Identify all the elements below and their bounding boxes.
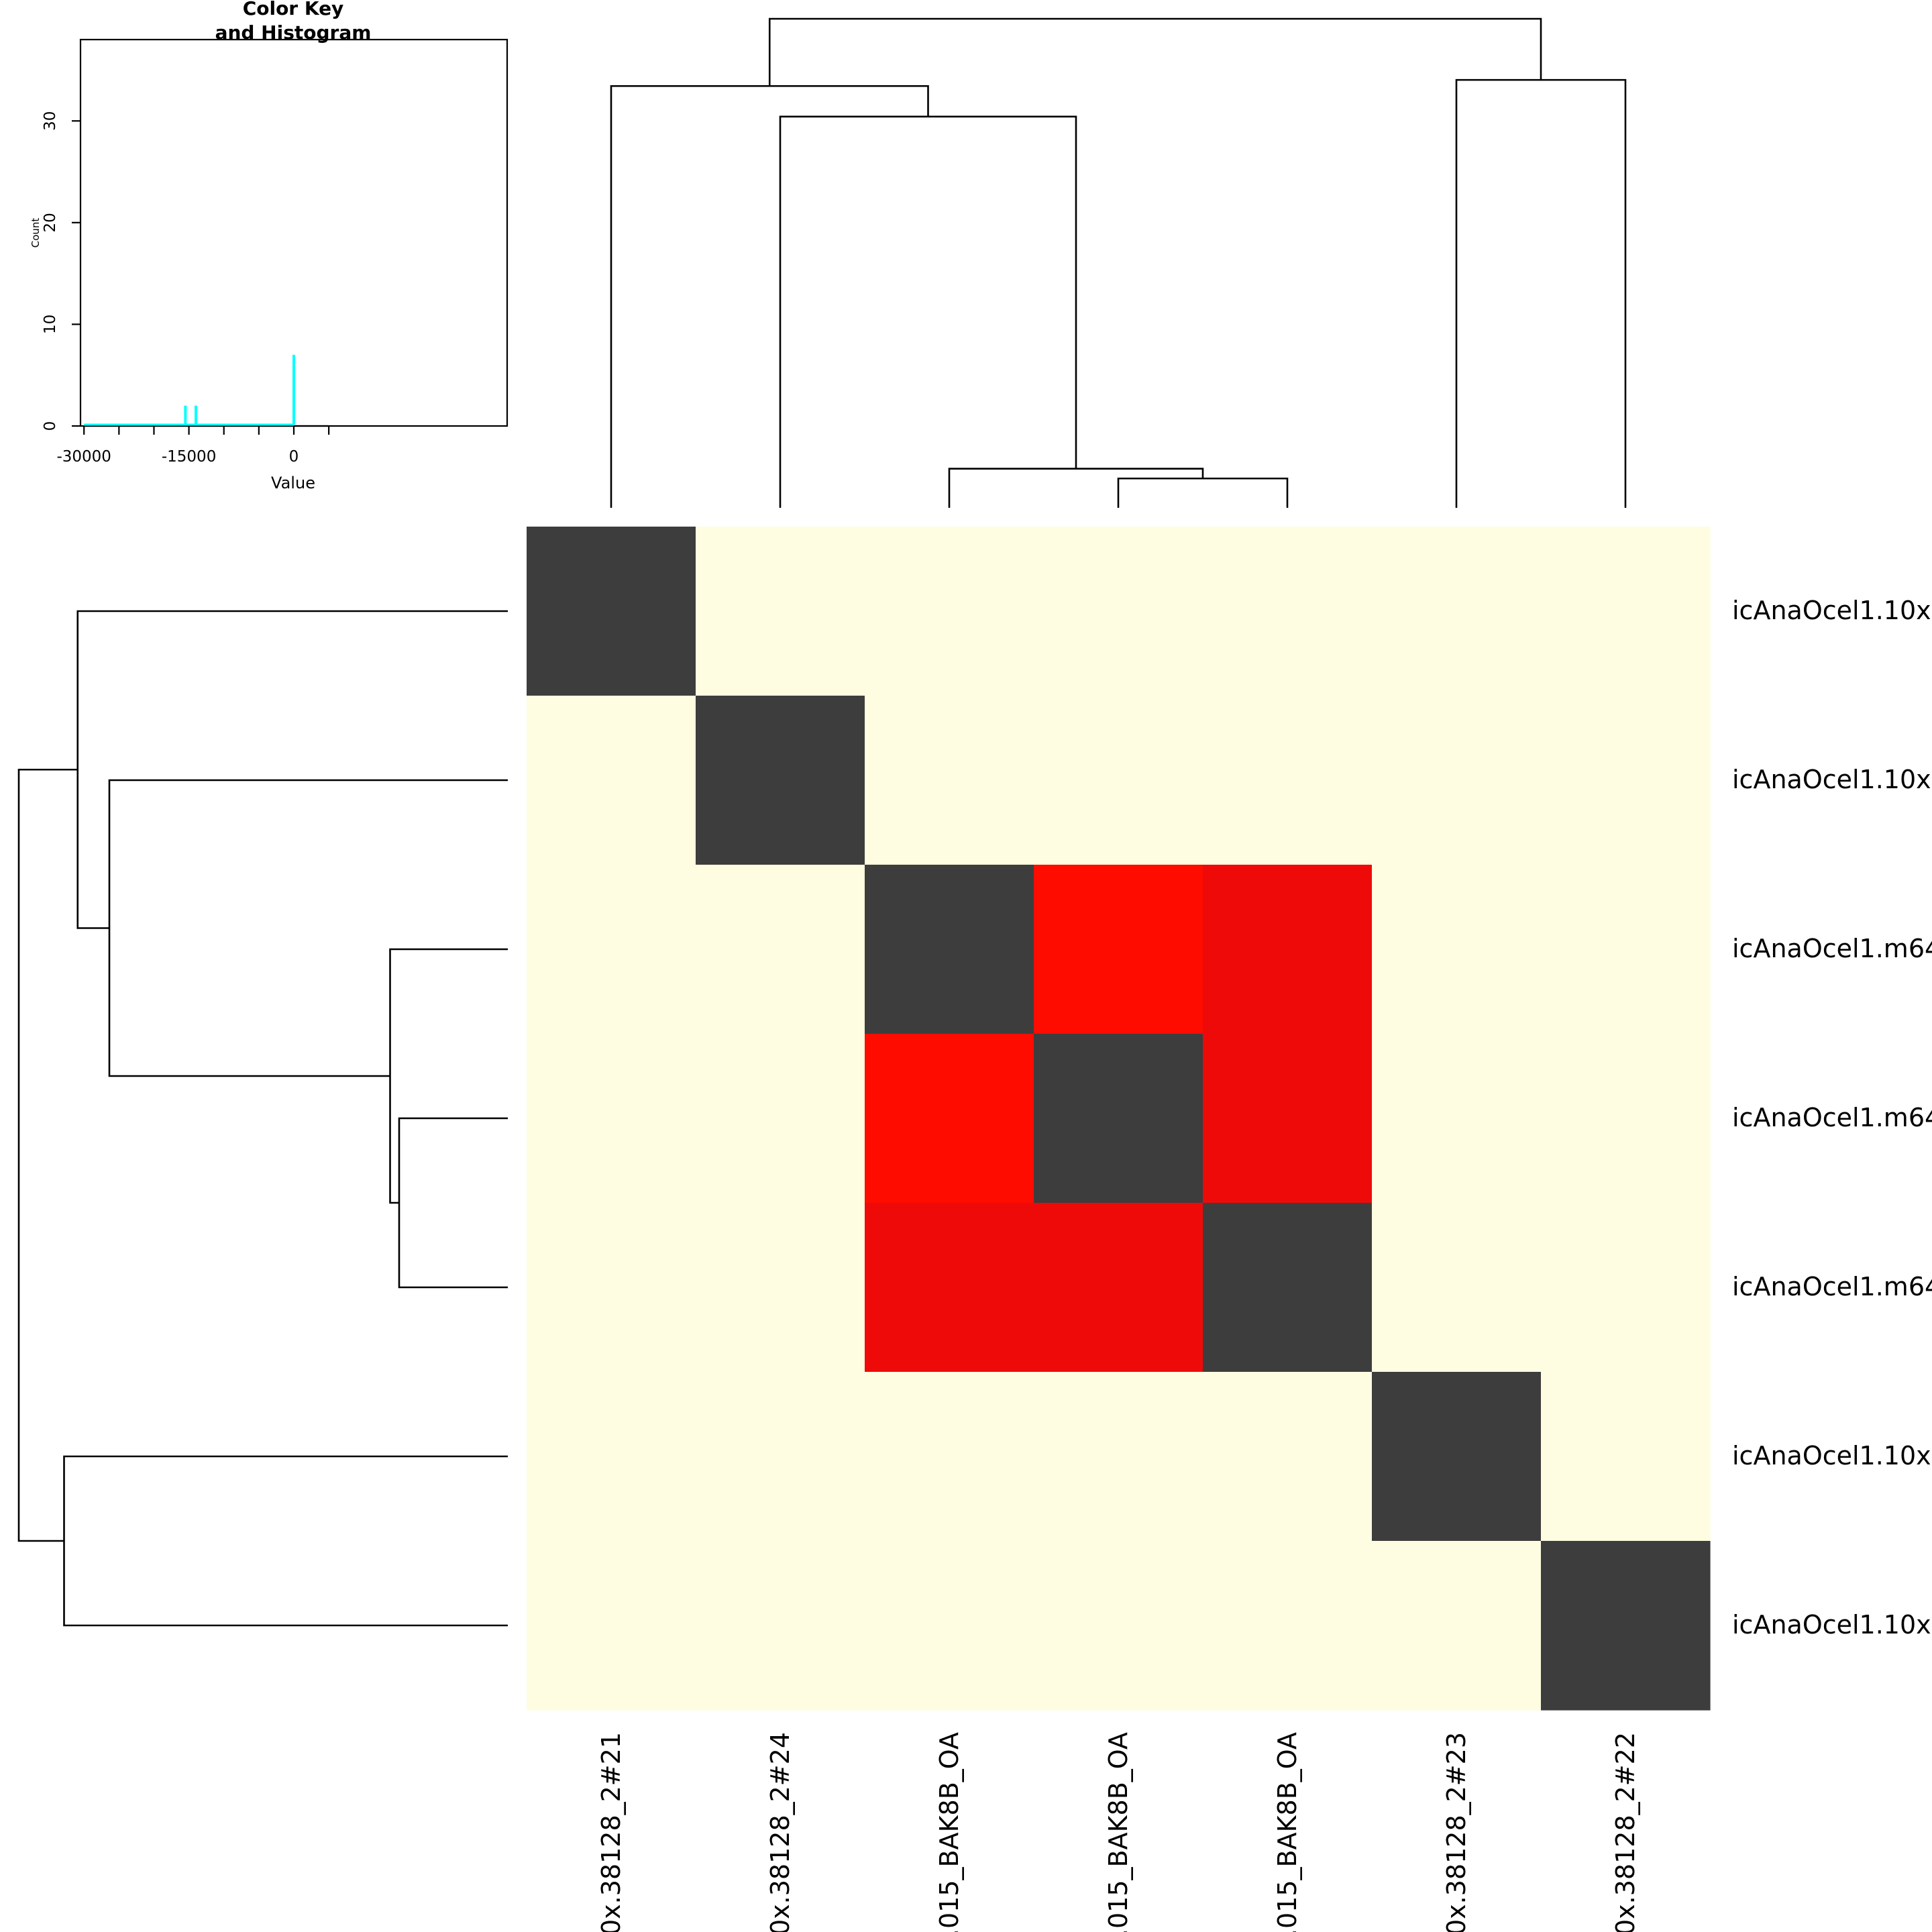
heatmap-cell xyxy=(1034,527,1203,696)
row-dendrogram-link xyxy=(398,1117,508,1289)
row-label: icAnaOcel1.m64 xyxy=(1732,934,1932,963)
heatmap-cell xyxy=(1034,696,1203,865)
heatmap-cell xyxy=(696,1372,865,1542)
color-key-y-ticklabel: 30 xyxy=(42,111,59,131)
heatmap-cell xyxy=(1541,1541,1711,1711)
color-key-x-ticklabel: -15000 xyxy=(162,448,216,466)
row-label: icAnaOcel1.10x xyxy=(1732,596,1931,625)
color-key-axes: -30000 -15000 0 0 10 20 30 xyxy=(42,111,330,466)
heatmap-cell xyxy=(527,696,696,865)
column-dendrogram xyxy=(610,17,1627,508)
heatmap-cell xyxy=(865,1034,1034,1203)
heatmap-cell xyxy=(527,1203,696,1373)
heatmap-cell xyxy=(865,1372,1034,1542)
heatmap-cell xyxy=(696,696,865,865)
heatmap-cell xyxy=(865,1541,1034,1711)
heatmap-cell xyxy=(1203,865,1373,1034)
column-dendrogram-link xyxy=(779,115,1077,508)
heatmap-cell xyxy=(527,865,696,1034)
row-dendrogram-link xyxy=(63,1455,508,1627)
row-label: icAnaOcel1.10x xyxy=(1732,765,1931,794)
color-key-xlabel: Value xyxy=(271,474,315,492)
row-dendrogram-link xyxy=(108,779,508,1077)
column-dendrogram-link xyxy=(768,17,1542,87)
color-key-histogram-bars xyxy=(84,354,295,426)
heatmap-cell xyxy=(1034,1203,1203,1373)
heatmap-cell xyxy=(1372,1372,1542,1542)
row-label: icAnaOcel1.m64 xyxy=(1732,1103,1932,1132)
color-key-y-ticklabel: 20 xyxy=(42,213,59,232)
heatmap-cell xyxy=(1034,1541,1203,1711)
heatmap-cell xyxy=(1203,1541,1373,1711)
heatmap-cell xyxy=(1034,1034,1203,1203)
heatmap-cell xyxy=(1541,1203,1711,1373)
color-key-ylabel: Count xyxy=(30,218,42,248)
heatmap-cell xyxy=(865,865,1034,1034)
heatmap-cell xyxy=(696,1203,865,1373)
heatmap-cell xyxy=(1372,1541,1542,1711)
column-label: .015_BAK8B_OA xyxy=(1273,1732,1302,1932)
column-label: .015_BAK8B_OA xyxy=(934,1732,964,1932)
heatmap-cell xyxy=(1034,865,1203,1034)
heatmap-cell xyxy=(1203,1372,1373,1542)
heatmap-cell xyxy=(696,1541,865,1711)
heatmap-cell xyxy=(1372,696,1542,865)
heatmap-grid xyxy=(527,527,1711,1711)
heatmap-cell xyxy=(1372,1034,1542,1203)
row-dendrogram-link xyxy=(389,948,508,1204)
column-label: 0x.38128_2#22 xyxy=(1611,1732,1640,1932)
heatmap-cell xyxy=(1203,1203,1373,1373)
column-label: 0x.38128_2#24 xyxy=(765,1732,795,1932)
heatmap-cell xyxy=(696,1034,865,1203)
heatmap-cell xyxy=(1372,1203,1542,1373)
heatmap-cell xyxy=(1203,1034,1373,1203)
heatmap-cell xyxy=(1541,1034,1711,1203)
heatmap-cell xyxy=(1203,527,1373,696)
column-labels: 0x.38128_2#21 0x.38128_2#24 .015_BAK8B_OA.… xyxy=(596,1732,1640,1932)
heatmap-cell xyxy=(865,696,1034,865)
row-label: icAnaOcel1.m64 xyxy=(1732,1272,1932,1301)
heatmap-cell xyxy=(527,1541,696,1711)
row-label: icAnaOcel1.10x xyxy=(1732,1610,1931,1640)
heatmap-cell xyxy=(865,527,1034,696)
heatmap-cell xyxy=(1541,1372,1711,1542)
color-key-x-ticklabel: -30000 xyxy=(56,448,111,466)
row-dendrogram-link xyxy=(76,610,508,929)
heatmap-cell xyxy=(1372,865,1542,1034)
heatmap-cell xyxy=(1541,696,1711,865)
row-dendrogram xyxy=(17,610,508,1627)
heatmap-cell xyxy=(527,1372,696,1542)
heatmap-cell xyxy=(527,527,696,696)
column-dendrogram-link xyxy=(610,85,929,508)
color-key-title-line1: Color Key xyxy=(243,0,344,19)
row-label: icAnaOcel1.10x xyxy=(1732,1441,1931,1470)
heatmap-cell xyxy=(696,527,865,696)
row-dendrogram-link xyxy=(17,768,78,1542)
column-label: 0x.38128_2#21 xyxy=(596,1732,626,1932)
color-key-y-ticklabel: 0 xyxy=(42,421,59,431)
heatmap-cell xyxy=(865,1203,1034,1373)
color-key-histogram: Color Key and Histogram Value Count -300… xyxy=(30,0,508,492)
column-dendrogram-link xyxy=(1455,78,1627,508)
heatmap-cell xyxy=(1541,527,1711,696)
column-dendrogram-link xyxy=(948,468,1204,508)
heatmap-cell xyxy=(1372,527,1542,696)
heatmap-cell xyxy=(1541,865,1711,1034)
color-key-y-ticklabel: 10 xyxy=(42,315,59,334)
heatmap-cell xyxy=(527,1034,696,1203)
column-dendrogram-link xyxy=(1117,477,1289,508)
row-labels: icAnaOcel1.10x icAnaOcel1.10x icAnaOcel1.m… xyxy=(1732,596,1932,1640)
heatmap-cell xyxy=(1034,1372,1203,1542)
color-key-x-ticklabel: 0 xyxy=(289,448,299,466)
heatmap-cell xyxy=(1203,696,1373,865)
column-label: 0x.38128_2#23 xyxy=(1442,1732,1471,1932)
column-label: .015_BAK8B_OA xyxy=(1104,1732,1133,1932)
heatmap-cell xyxy=(696,865,865,1034)
